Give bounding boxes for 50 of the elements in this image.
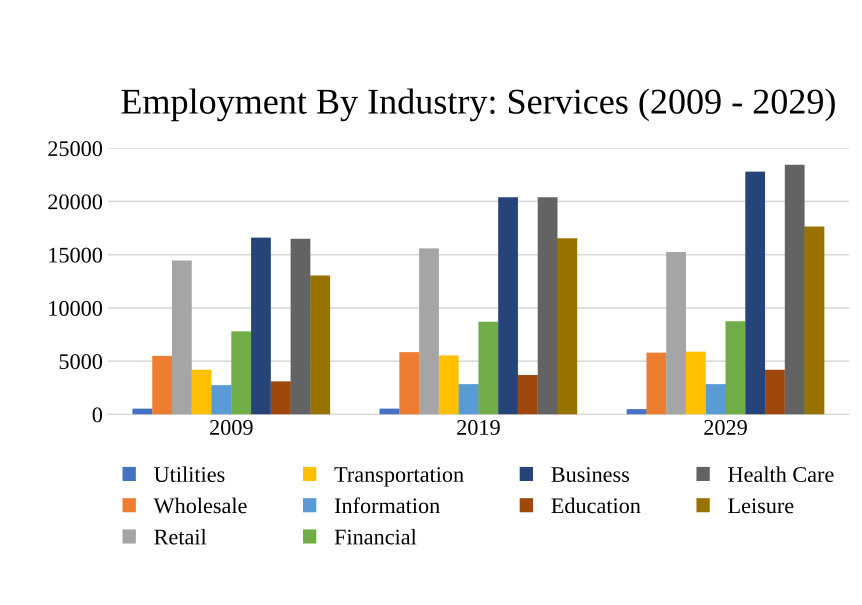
- bar: [438, 355, 459, 414]
- bar: [804, 226, 824, 414]
- bar: [152, 356, 172, 414]
- legend-label: Retail: [154, 528, 206, 545]
- bar: [538, 197, 558, 414]
- y-tick-label: 25000: [48, 141, 102, 156]
- bar: [498, 197, 518, 414]
- bar: [290, 238, 310, 414]
- legend-label: Education: [551, 498, 641, 514]
- bar: [380, 408, 400, 414]
- bar: [251, 238, 271, 414]
- bar: [132, 408, 152, 414]
- bar: [646, 352, 666, 414]
- bar: [626, 409, 646, 414]
- bar: [765, 370, 785, 414]
- y-tick-label: 5000: [60, 354, 102, 370]
- bar: [270, 381, 291, 414]
- y-tick-label: 15000: [49, 248, 102, 263]
- legend-label: Utilities: [154, 466, 224, 482]
- x-tick-label: 2019: [457, 420, 500, 435]
- legend-label: Information: [334, 497, 440, 514]
- x-tick-label: 2009: [210, 420, 253, 435]
- y-tick-label: 0: [92, 407, 102, 422]
- y-tick-label: 20000: [48, 194, 102, 210]
- bar: [784, 164, 805, 414]
- legend-label: Transportation: [334, 467, 464, 487]
- bar: [666, 252, 686, 414]
- bar: [419, 248, 439, 414]
- bar: [172, 260, 192, 414]
- bar: [310, 275, 330, 414]
- bar: [212, 385, 232, 414]
- x-tick-label: 2029: [704, 420, 747, 435]
- bar: [726, 321, 746, 414]
- bar: [231, 331, 252, 414]
- bar: [192, 370, 212, 414]
- bar: [478, 322, 498, 414]
- chart-title: Employment By Industry: Services (2009 - 2029): [121, 88, 835, 122]
- bar: [458, 384, 478, 414]
- legend-label: Financial: [334, 528, 416, 545]
- legend-label: Leisure: [728, 498, 794, 514]
- bar: [518, 375, 538, 414]
- legend-label: Wholesale: [154, 498, 247, 514]
- bar: [686, 352, 706, 414]
- bar: [399, 352, 420, 414]
- legend-label: Business: [551, 467, 630, 482]
- bar: [745, 172, 766, 414]
- y-tick-label: 10000: [49, 300, 102, 316]
- bar: [706, 384, 726, 414]
- legend-label: Health Care: [728, 466, 834, 482]
- bar: [557, 238, 578, 414]
